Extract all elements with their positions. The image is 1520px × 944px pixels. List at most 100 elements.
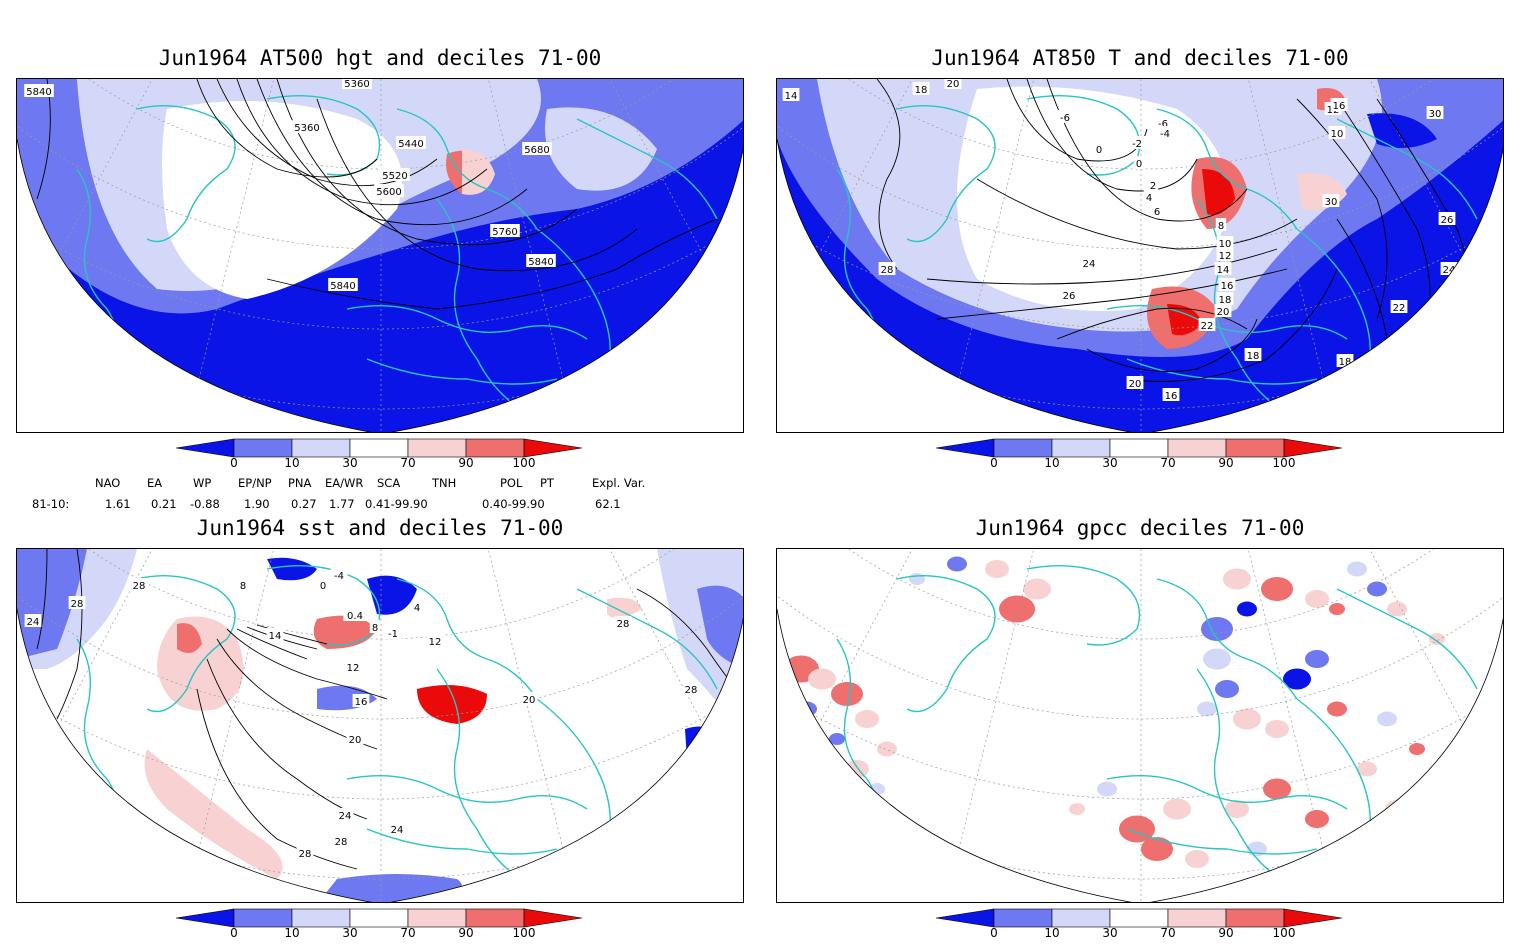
indices-header-ea: EA: [147, 476, 163, 490]
contour-label: 0: [317, 578, 329, 592]
precip-anomaly: [1305, 810, 1329, 828]
colorbar-segment: [175, 438, 235, 458]
contour-label: 18: [912, 82, 930, 96]
precip-anomaly: [1233, 708, 1261, 730]
contour-label: -1: [384, 626, 402, 640]
precip-anomaly: [831, 682, 863, 706]
outside-domain: [777, 139, 1503, 432]
colorbar-tick-label: 0: [990, 456, 998, 470]
precip-anomaly: [909, 573, 925, 585]
precip-anomaly: [1429, 633, 1445, 645]
svg-text:26: 26: [1063, 291, 1076, 302]
contour-label: -2: [1128, 136, 1146, 150]
precip-anomaly: [1387, 601, 1407, 617]
decile-shading: [17, 549, 87, 659]
svg-text:14: 14: [1217, 265, 1230, 276]
precip-anomaly: [985, 560, 1009, 578]
precip-anomaly: [1329, 603, 1345, 615]
svg-text:16: 16: [1221, 281, 1234, 292]
contour-label: 12: [344, 660, 362, 674]
svg-text:8: 8: [240, 581, 246, 592]
colorbar-segment: [935, 438, 995, 458]
svg-text:16: 16: [1333, 101, 1346, 112]
contour-label: 28: [682, 682, 700, 696]
svg-text:18: 18: [915, 85, 928, 96]
contour-label: -6: [1154, 116, 1172, 130]
svg-text:24: 24: [27, 617, 40, 628]
colorbar-segment: [1225, 908, 1285, 928]
contour-label: 30: [1322, 194, 1340, 208]
contour-label: 5360: [342, 79, 372, 90]
svg-text:12: 12: [429, 637, 442, 648]
svg-text:5440: 5440: [398, 139, 423, 150]
colorbar-segment: [291, 908, 351, 928]
contour-label: 5840: [328, 278, 358, 292]
indices-header-epnp: EP/NP: [238, 476, 272, 490]
domain-edge: [17, 138, 743, 432]
decile-shading: [545, 107, 657, 191]
contour-label: 4: [1143, 190, 1155, 204]
precip-anomaly: [1409, 743, 1425, 755]
svg-text:20: 20: [1217, 307, 1230, 318]
svg-text:-2: -2: [1132, 139, 1142, 150]
svg-text:-4: -4: [1160, 129, 1170, 140]
precip-anomaly: [1069, 803, 1085, 815]
contour-label: 20: [1214, 304, 1232, 318]
outside-domain: [777, 609, 1503, 902]
indices-header-tnh: TNH: [432, 476, 457, 490]
panel3-map: 24 28 28 8 0 0.4 -1 4 8 12 12 16 20 24 28 28 24 20 28 28 14 -…: [16, 548, 744, 903]
colorbar-tick-label: 90: [458, 926, 474, 940]
colorbar-tick-label: 70: [1160, 456, 1176, 470]
contour-label: 24: [336, 808, 354, 822]
contour-label: 28: [332, 834, 350, 848]
contour-label: 28: [130, 578, 148, 592]
contour-label: 0: [1133, 156, 1145, 170]
panel4-title: Jun1964 gpcc deciles 71-00: [975, 516, 1305, 540]
contour-label: 6: [1151, 204, 1163, 218]
colorbar-segment: [1051, 908, 1111, 928]
contour-label: 5840: [526, 254, 556, 268]
contour-label: -4: [1156, 126, 1174, 140]
svg-text:22: 22: [1201, 321, 1214, 332]
domain-edge: [777, 608, 1503, 902]
svg-text:28: 28: [299, 849, 312, 860]
precip-anomaly: [1367, 581, 1387, 597]
svg-text:16: 16: [1165, 391, 1178, 402]
colorbar-tick-label: 90: [1218, 926, 1234, 940]
contour-label: 16: [1162, 388, 1180, 402]
colorbar-tick-label: 70: [400, 456, 416, 470]
colorbar-tick-label: 70: [1160, 926, 1176, 940]
colorbar-segment: [1283, 908, 1343, 928]
precip-anomaly: [1377, 711, 1397, 727]
svg-text:5840: 5840: [330, 281, 355, 292]
contour-label: 24: [1080, 256, 1098, 270]
svg-text:14: 14: [785, 91, 798, 102]
contour-label: 16: [1218, 278, 1236, 292]
colorbar-segment: [1167, 438, 1227, 458]
contour-label: 5360: [292, 120, 322, 134]
colorbar-segment: [465, 438, 525, 458]
svg-text:10: 10: [1331, 129, 1344, 140]
contour-label: 12: [1216, 248, 1234, 262]
precip-anomaly: [999, 595, 1035, 623]
contour-label: 20: [1126, 376, 1144, 390]
precip-anomaly: [1283, 668, 1311, 690]
outside-domain: [17, 609, 743, 902]
contour-label: -6: [1056, 110, 1074, 124]
colorbar-segment: [1109, 908, 1169, 928]
svg-text:28: 28: [71, 599, 84, 610]
contour-label: -4: [330, 568, 348, 582]
decile-shading: [267, 557, 317, 581]
contour-label: 16: [1330, 98, 1348, 112]
svg-text:30: 30: [1429, 109, 1442, 120]
decile-shading: [162, 101, 402, 299]
indices-value-eawr: 1.77: [329, 497, 355, 511]
contour-label: 18: [1244, 348, 1262, 362]
colorbar-segment: [349, 438, 409, 458]
precip-anomaly: [855, 710, 879, 728]
precip-anomaly: [1261, 577, 1293, 601]
svg-text:18: 18: [1339, 357, 1352, 368]
panel4-map: [776, 548, 1504, 903]
precip-anomaly: [1305, 650, 1329, 668]
colorbar-tick-label: 0: [230, 926, 238, 940]
